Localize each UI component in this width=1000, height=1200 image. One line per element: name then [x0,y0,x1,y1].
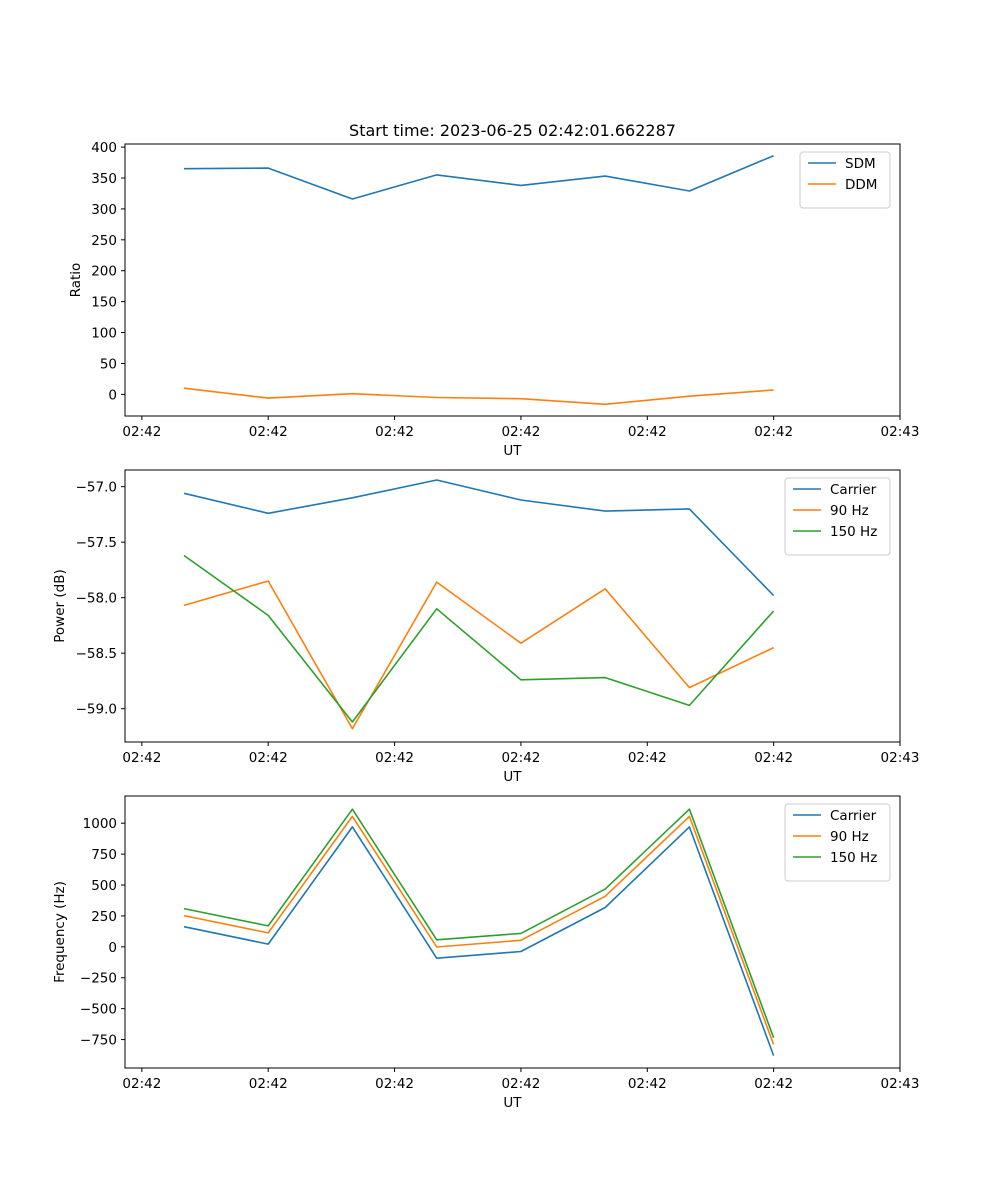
y-tick-label: −500 [80,1002,117,1018]
x-tick-label: 02:43 [881,750,920,766]
legend: Carrier 90 Hz 150 Hz [784,477,891,556]
x-tick-label: 02:42 [122,424,161,440]
subplot-3: 02:42 02:42 02:42 02:42 02:42 02:42 02:43 1000 7… [52,795,920,1111]
subplots: 02:42 02:42 02:42 02:42 02:42 02:42 02:43 0 50 10… [52,140,919,1111]
legend-entry: Carrier [830,482,877,498]
x-axis-label: UT [503,769,522,785]
y-tick-label: −750 [80,1033,117,1049]
y-tick-label: 50 [100,356,117,372]
legend-entry: Carrier [830,808,877,824]
y-tick-label: 150 [91,295,117,311]
legend-entry: 150 Hz [830,850,877,866]
x-tick-label: 02:42 [628,750,667,766]
x-tick-label: 02:42 [628,1076,667,1092]
y-tick-label: −58.5 [76,646,117,662]
axes-frame [124,795,901,1069]
x-tick-label: 02:42 [375,1076,414,1092]
x-tick-label: 02:42 [122,1076,161,1092]
y-tick-label: 0 [108,940,117,956]
legend: Carrier 90 Hz 150 Hz [784,803,891,882]
x-tick-label: 02:42 [628,424,667,440]
y-tick-label: −250 [80,971,117,987]
y-tick-label: 100 [91,326,117,342]
y-tick-label: −58.0 [76,591,117,607]
y-tick-label: 350 [91,171,117,187]
series-line-150-hz [183,554,775,723]
legend-box [784,477,891,556]
y-tick-label: 200 [91,264,117,280]
legend-entry: 150 Hz [830,524,877,540]
figure-title: Start time: 2023-06-25 02:42:01.662287 [349,121,676,140]
x-axis-label: UT [503,1095,522,1111]
x-tick-label: 02:42 [249,1076,288,1092]
y-axis-label: Frequency (Hz) [52,881,68,983]
y-axis-label: Power (dB) [52,569,68,642]
y-tick-label: 300 [91,202,117,218]
series-line-150-hz [183,808,775,1038]
y-tick-label: −59.0 [76,702,117,718]
x-tick-label: 02:43 [881,1076,920,1092]
series-line-90-hz [183,815,775,1045]
series-line-carrier [183,826,775,1056]
x-tick-label: 02:42 [501,424,540,440]
y-tick-label: 250 [91,233,117,249]
y-tick-label: 250 [91,909,117,925]
series-line-90-hz [183,580,774,730]
x-tick-label: 02:42 [375,750,414,766]
x-tick-label: 02:43 [881,424,920,440]
y-tick-label: −57.5 [76,535,117,551]
y-tick-label: 400 [91,140,117,156]
legend-box [799,151,891,209]
series-line-sdm [183,154,774,200]
y-tick-label: 1000 [83,816,117,832]
y-axis-label: Ratio [68,263,84,298]
x-tick-label: 02:42 [754,750,793,766]
x-tick-label: 02:42 [375,424,414,440]
legend-entry: DDM [845,177,877,193]
axes-frame [124,469,901,743]
x-tick-label: 02:42 [754,424,793,440]
x-tick-label: 02:42 [122,750,161,766]
subplot-1: 02:42 02:42 02:42 02:42 02:42 02:42 02:43 0 50 10… [68,140,919,459]
x-tick-label: 02:42 [249,424,288,440]
subplot-2: 02:42 02:42 02:42 02:42 02:42 02:42 02:43 −57.0… [52,469,920,785]
x-tick-label: 02:42 [501,1076,540,1092]
legend: SDM DDM [799,151,891,209]
legend-entry: 90 Hz [830,829,869,845]
y-tick-label: 0 [108,387,117,403]
x-tick-label: 02:42 [249,750,288,766]
axes-frame [124,143,901,417]
series-line-ddm [183,387,774,406]
legend-box [784,803,891,882]
legend-entry: 90 Hz [830,503,869,519]
y-tick-label: 500 [91,878,117,894]
x-tick-label: 02:42 [754,1076,793,1092]
x-axis-label: UT [503,443,522,459]
series-line-carrier [183,479,775,597]
legend-entry: SDM [845,156,876,172]
y-tick-label: −57.0 [76,480,117,496]
x-tick-label: 02:42 [501,750,540,766]
y-tick-label: 750 [91,847,117,863]
